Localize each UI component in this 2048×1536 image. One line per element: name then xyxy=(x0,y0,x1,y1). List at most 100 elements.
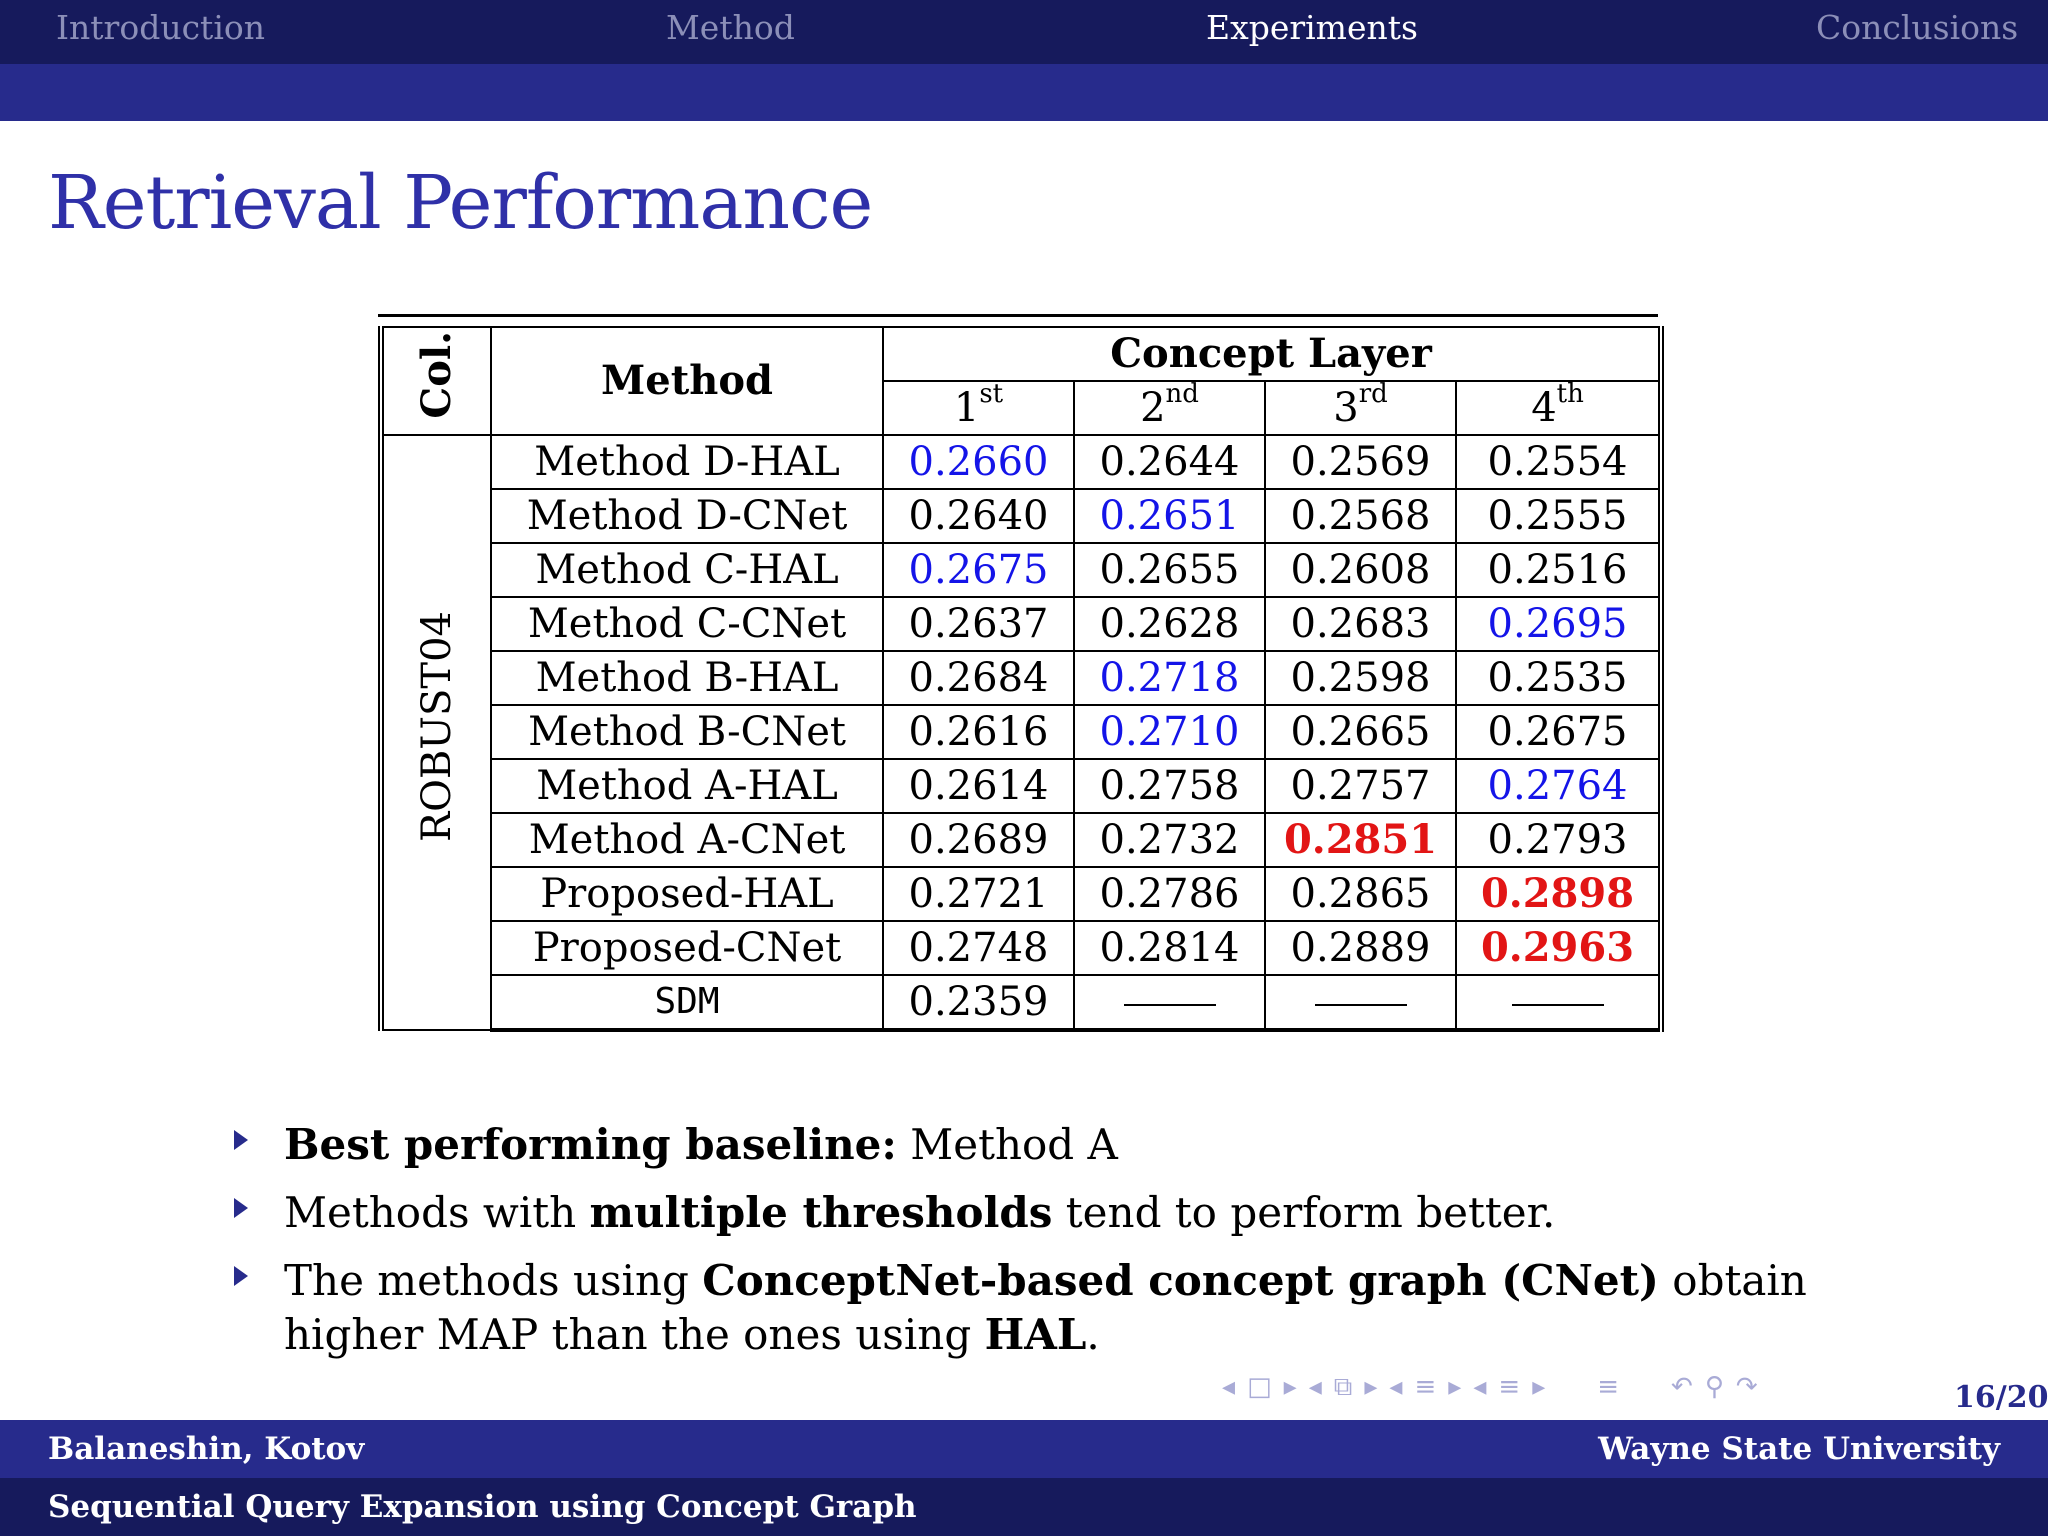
value-cell: 0.2598 xyxy=(1264,650,1457,706)
method-cell: Method B-HAL xyxy=(490,650,884,706)
value-cell: 0.2758 xyxy=(1073,758,1266,814)
layer-header-4: 4th xyxy=(1454,379,1665,436)
concept-layer-header: Concept Layer xyxy=(881,326,1665,382)
table-row: Method A-CNet 0.2689 0.2732 0.2851 0.2793 xyxy=(381,812,1665,868)
value-cell: 0.2644 xyxy=(1073,434,1266,490)
bullet-text: obtain higher MAP than the ones using xyxy=(284,1256,1807,1359)
footer-authors: Balaneshin, Kotov xyxy=(48,1431,365,1467)
method-cell: Method D-HAL xyxy=(490,434,884,490)
next-slide-icon[interactable]: ▸ xyxy=(1283,1372,1297,1402)
layer-ordinal-suffix: nd xyxy=(1165,379,1199,409)
table-row: Proposed-CNet 0.2748 0.2814 0.2889 0.2963 xyxy=(381,920,1665,976)
slide-icon[interactable]: □ xyxy=(1247,1372,1272,1402)
layer-number: 1 xyxy=(953,385,980,431)
search-icon[interactable]: ⚲ xyxy=(1704,1372,1724,1402)
document-icon[interactable]: ≡ xyxy=(1597,1372,1620,1402)
next-frame-icon[interactable]: ▸ xyxy=(1364,1372,1378,1402)
bullet-triangle-icon xyxy=(234,1130,248,1150)
value-cell xyxy=(1264,974,1457,1032)
value-cell xyxy=(1454,974,1665,1032)
value-cell: 0.2689 xyxy=(882,812,1075,868)
nav-item-experiments[interactable]: Experiments xyxy=(1206,8,1418,47)
prev-subsection-icon[interactable]: ◂ xyxy=(1389,1372,1403,1402)
value-cell: 0.2359 xyxy=(882,974,1075,1032)
method-header: Method xyxy=(490,326,884,436)
value-cell: 0.2555 xyxy=(1454,488,1665,544)
value-cell: 0.2718 xyxy=(1073,650,1266,706)
method-cell: Proposed-HAL xyxy=(490,866,884,922)
table-row: ROBUST04 Method D-HAL 0.2660 0.2644 0.2569 0.… xyxy=(378,434,1665,1031)
table-row: Method A-HAL 0.2614 0.2758 0.2757 0.2764 xyxy=(381,758,1665,814)
bullet-emphasis: multiple thresholds xyxy=(589,1188,1053,1237)
section-nav: Introduction Method Experiments Conclusi… xyxy=(0,0,2048,64)
bullet-text: tend to perform better. xyxy=(1052,1188,1556,1237)
value-cell: 0.2614 xyxy=(882,758,1075,814)
method-cell: Method C-CNet xyxy=(490,596,884,652)
prev-slide-icon[interactable]: ◂ xyxy=(1222,1372,1236,1402)
empty-value-dash xyxy=(1314,1004,1407,1006)
layer-header-row: 1st 2nd 3rd 4th xyxy=(381,379,1665,436)
value-cell: 0.2665 xyxy=(1264,704,1457,760)
forward-icon[interactable]: ↷ xyxy=(1735,1372,1758,1402)
value-cell: 0.2660 xyxy=(882,434,1075,490)
value-cell: 0.2683 xyxy=(1264,596,1457,652)
value-cell: 0.2721 xyxy=(882,866,1075,922)
method-cell: Method C-HAL xyxy=(490,542,884,598)
value-cell: 0.2898 xyxy=(1454,866,1665,922)
bullet-list: Best performing baseline: Method A Method… xyxy=(230,1118,1830,1376)
value-cell: 0.2889 xyxy=(1264,920,1457,976)
value-cell: 0.2963 xyxy=(1454,920,1665,976)
value-cell: 0.2535 xyxy=(1454,650,1665,706)
bullet-emphasis: ConceptNet-based concept graph (CNet) xyxy=(702,1256,1659,1305)
prev-frame-icon[interactable]: ◂ xyxy=(1308,1372,1322,1402)
layer-header-3: 3rd xyxy=(1264,380,1457,436)
subsection-icon[interactable]: ≡ xyxy=(1414,1372,1437,1402)
value-cell: 0.2695 xyxy=(1454,596,1665,652)
bullet-triangle-icon xyxy=(234,1198,248,1218)
nav-item-introduction[interactable]: Introduction xyxy=(56,8,265,47)
col-header-cell: Col. xyxy=(378,326,492,436)
nav-item-conclusions[interactable]: Conclusions xyxy=(1816,8,2019,47)
table-row: Proposed-HAL 0.2721 0.2786 0.2865 0.2898 xyxy=(381,866,1665,922)
value-cell: 0.2865 xyxy=(1264,866,1457,922)
value-cell: 0.2569 xyxy=(1264,434,1457,490)
value-cell: 0.2616 xyxy=(882,704,1075,760)
table-row: Method B-HAL 0.2684 0.2718 0.2598 0.2535 xyxy=(381,650,1665,706)
next-section-icon[interactable]: ▸ xyxy=(1532,1372,1546,1402)
value-cell: 0.2710 xyxy=(1073,704,1266,760)
table-row: Method C-CNet 0.2637 0.2628 0.2683 0.2695 xyxy=(381,596,1665,652)
method-cell: Method D-CNet xyxy=(490,488,884,544)
footer-bottom-band: Sequential Query Expansion using Concept… xyxy=(0,1478,2048,1536)
next-subsection-icon[interactable]: ▸ xyxy=(1448,1372,1462,1402)
value-cell: 0.2732 xyxy=(1073,812,1266,868)
collection-cell: ROBUST04 xyxy=(378,434,492,1031)
page-number: 16/20 xyxy=(1954,1380,2048,1415)
layer-number: 2 xyxy=(1140,385,1166,431)
value-cell: 0.2814 xyxy=(1073,920,1266,976)
table-row: Method D-CNet 0.2640 0.2651 0.2568 0.2555 xyxy=(381,488,1665,544)
prev-section-icon[interactable]: ◂ xyxy=(1473,1372,1487,1402)
bullet-text: Methods with xyxy=(284,1188,590,1237)
value-cell: 0.2655 xyxy=(1073,542,1266,598)
table-row: Method C-HAL 0.2675 0.2655 0.2608 0.2516 xyxy=(381,542,1665,598)
bullet-text: The methods using xyxy=(284,1256,703,1305)
value-cell: 0.2764 xyxy=(1454,758,1665,814)
method-cell: Proposed-CNet xyxy=(490,920,884,976)
nav-item-method[interactable]: Method xyxy=(666,8,795,47)
value-cell: 0.2851 xyxy=(1264,812,1457,868)
value-cell xyxy=(1073,974,1266,1032)
method-cell: Method B-CNet xyxy=(490,704,884,760)
empty-value-dash xyxy=(1123,1004,1216,1006)
bullet-text: Method A xyxy=(896,1120,1118,1169)
frame-icon[interactable]: ⧉ xyxy=(1333,1371,1353,1402)
value-cell: 0.2637 xyxy=(882,596,1075,652)
bullet-item: Best performing baseline: Method A xyxy=(230,1118,1830,1172)
back-icon[interactable]: ↶ xyxy=(1671,1372,1693,1402)
bullet-triangle-icon xyxy=(234,1266,248,1286)
section-icon[interactable]: ≡ xyxy=(1498,1372,1521,1402)
table-row: Method B-CNet 0.2616 0.2710 0.2665 0.2675 xyxy=(381,704,1665,760)
layer-ordinal-suffix: th xyxy=(1556,379,1584,409)
footer-institution: Wayne State University xyxy=(1598,1431,2000,1467)
value-cell: 0.2554 xyxy=(1454,434,1665,490)
collection-label: ROBUST04 xyxy=(414,610,460,842)
